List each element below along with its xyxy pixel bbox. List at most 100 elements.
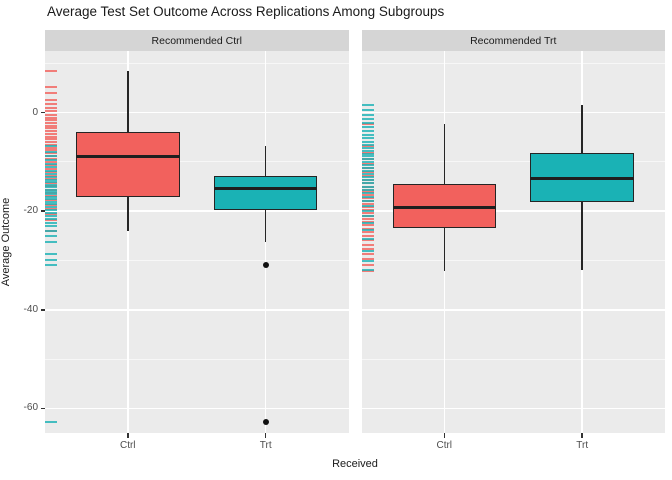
- rug-mark: [361, 167, 374, 170]
- gridline-minor: [45, 259, 349, 261]
- rug-mark: [361, 264, 374, 267]
- plot-title: Average Test Set Outcome Across Replicat…: [47, 4, 445, 19]
- rug-mark: [45, 124, 57, 127]
- rug-mark: [45, 420, 57, 423]
- y-tick-mark: [40, 309, 45, 311]
- rug-mark: [45, 198, 57, 201]
- rug-mark: [45, 175, 57, 178]
- rug-mark: [361, 253, 374, 256]
- rug-mark: [361, 215, 374, 218]
- rug-mark: [45, 141, 57, 144]
- gridline-minor: [361, 62, 665, 64]
- facet-strip: Recommended Trt: [361, 30, 665, 51]
- y-tick-mark: [40, 210, 45, 212]
- rug-mark: [45, 91, 57, 94]
- rug-mark: [361, 221, 374, 224]
- x-tick-label: Trt: [259, 440, 272, 451]
- x-tick-label: Trt: [576, 440, 589, 451]
- boxplot-median: [213, 187, 318, 190]
- rug-mark: [361, 196, 374, 199]
- rug-mark: [361, 185, 374, 188]
- rug-mark: [45, 208, 57, 211]
- rug-mark: [361, 122, 374, 125]
- rug-mark: [361, 270, 374, 273]
- gridline-major: [45, 210, 349, 212]
- rug-mark: [361, 209, 374, 212]
- rug-mark: [45, 214, 57, 217]
- rug-mark: [361, 192, 374, 195]
- rug-mark: [45, 119, 57, 122]
- rug-mark: [361, 170, 374, 173]
- x-tick-mark: [264, 433, 267, 438]
- boxplot-box: [213, 175, 318, 210]
- rug-mark: [45, 164, 57, 167]
- rug-mark: [45, 225, 57, 228]
- y-tick-label: 0: [32, 106, 38, 118]
- gridline-major: [361, 111, 665, 114]
- rug-mark: [45, 205, 57, 208]
- rug-mark: [45, 150, 57, 153]
- gridline-major-vertical: [127, 51, 129, 433]
- rug-mark: [45, 188, 57, 191]
- rug-mark: [45, 221, 57, 224]
- rug-mark: [361, 228, 374, 231]
- rug-mark: [361, 137, 374, 140]
- rug-mark: [361, 126, 374, 129]
- rug-mark: [361, 143, 374, 146]
- rug-mark: [45, 264, 57, 267]
- rug-mark: [361, 204, 374, 207]
- y-tick-mark: [40, 407, 45, 410]
- gridline-minor: [361, 161, 665, 163]
- rug-mark: [361, 237, 374, 240]
- rug-mark: [45, 203, 57, 206]
- rug-mark: [45, 162, 57, 165]
- rug-mark: [361, 258, 374, 261]
- boxplot-median: [530, 177, 634, 180]
- rug-mark: [45, 186, 57, 189]
- rug-mark: [361, 162, 374, 165]
- rug-mark: [361, 182, 374, 185]
- gridline-minor: [361, 358, 665, 360]
- rug-mark: [45, 121, 57, 124]
- rug-mark: [45, 113, 57, 116]
- rug-mark: [361, 146, 374, 149]
- rug-mark: [45, 98, 57, 101]
- gridline-major: [361, 210, 665, 212]
- y-tick-mark: [40, 111, 45, 114]
- rug-mark: [45, 183, 57, 186]
- rug-mark: [45, 154, 57, 157]
- rug-mark: [361, 158, 374, 161]
- rug-mark: [45, 193, 57, 196]
- outlier-point: [262, 418, 269, 425]
- rug-mark: [361, 200, 374, 203]
- y-tick-label: -60: [23, 402, 38, 414]
- rug-mark: [361, 188, 374, 191]
- rug-mark: [45, 252, 57, 255]
- rug-mark: [45, 132, 57, 135]
- rug-mark: [361, 155, 374, 158]
- x-tick-label: Ctrl: [436, 440, 453, 451]
- rug-mark: [45, 181, 57, 184]
- y-tick-label: -40: [23, 303, 38, 315]
- rug-mark: [361, 108, 374, 111]
- boxplot-box: [76, 132, 180, 198]
- y-axis-title: Average Outcome: [0, 197, 12, 287]
- gridline-major: [45, 407, 349, 410]
- gridline-minor: [45, 161, 349, 163]
- rug-mark: [45, 102, 57, 105]
- gridline-major: [45, 309, 349, 311]
- rug-mark: [45, 106, 57, 109]
- gridline-minor: [361, 259, 665, 261]
- facet-strip-label: Recommended Ctrl: [151, 34, 242, 47]
- rug-mark: [361, 212, 374, 215]
- gridline-major: [361, 309, 665, 311]
- x-tick-mark: [443, 433, 445, 438]
- gridline-minor: [45, 358, 349, 360]
- rug-mark: [361, 268, 374, 271]
- rug-mark: [45, 144, 57, 147]
- rug-mark: [361, 118, 374, 121]
- rug-mark: [45, 200, 57, 203]
- outlier-point: [262, 262, 269, 269]
- rug-mark: [45, 169, 57, 172]
